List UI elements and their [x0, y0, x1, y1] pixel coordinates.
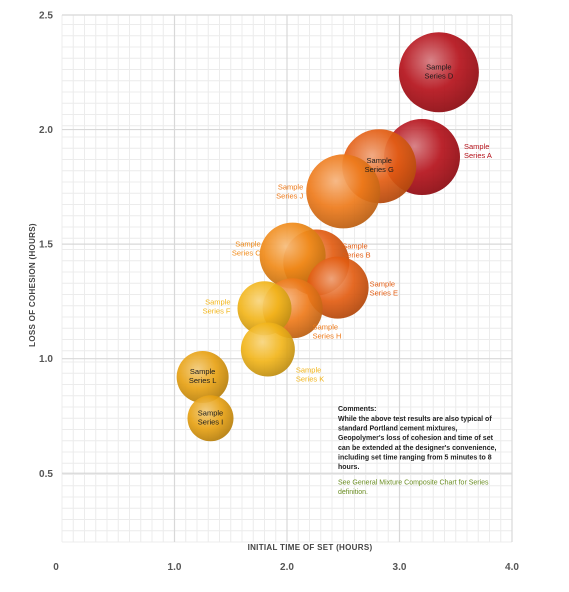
bubble-marker [306, 154, 381, 229]
bubble-marker [176, 351, 229, 404]
y-axis-title: LOSS OF COHESION (HOURS) [28, 223, 37, 347]
comment-link-line: definition. [338, 489, 368, 496]
bubble-label-layer: Sample Series D Sample Series A Sample Series… [189, 62, 492, 426]
bubble-marker [187, 395, 234, 442]
comments-block: Comments: While the above test results a… [338, 406, 496, 496]
x-tick-label: 4.0 [505, 562, 519, 573]
bubble-marker [398, 32, 479, 113]
axis-ticks: 0 1.0 2.0 3.0 4.0 0.5 1.0 1.5 2.0 2.5 [39, 11, 519, 574]
bubble-label: Sample Series E [370, 280, 398, 298]
bubble-layer [176, 32, 479, 442]
bubble-label: Sample Series B [342, 241, 370, 259]
bubble-label: Sample Series K [296, 366, 324, 384]
x-axis-title: INITIAL TIME OF SET (HOURS) [248, 543, 373, 552]
comment-line: hours. [338, 464, 359, 471]
x-tick-label: 0 [53, 562, 59, 573]
comment-line: Geopolymer's loss of cohesion and time o… [338, 435, 494, 442]
y-tick-label: 2.0 [39, 125, 53, 136]
y-tick-label: 0.5 [39, 469, 53, 480]
chart-grid [61, 14, 513, 543]
comment-line: While the above test results are also ty… [338, 416, 492, 423]
bubble-label: Sample Series F [203, 297, 231, 315]
y-tick-label: 1.0 [39, 354, 53, 365]
comment-link-line: See General Mixture Composite Chart for … [338, 480, 489, 487]
bubble-label: Sample Series A [464, 142, 492, 160]
y-tick-label: 2.5 [39, 11, 53, 22]
comments-title: Comments: [338, 406, 377, 413]
bubble-label: Sample Series D [424, 62, 453, 80]
bubble-label: Sample Series I [198, 408, 223, 426]
x-tick-label: 2.0 [280, 562, 294, 573]
bubble-label: Sample Series H [313, 322, 342, 340]
y-tick-label: 1.5 [39, 240, 53, 251]
comment-line: including set time ranging from 5 minute… [338, 454, 492, 461]
x-tick-label: 1.0 [168, 562, 182, 573]
bubble-label: Sample Series L [189, 367, 217, 385]
bubble-marker [240, 322, 295, 377]
bubble-label: Sample Series C [232, 240, 261, 258]
bubble-label: Sample Series G [365, 156, 394, 174]
x-tick-label: 3.0 [393, 562, 407, 573]
comment-line: standard Portland cement mixtures, [338, 426, 457, 433]
bubble-marker [259, 222, 326, 289]
comment-line: can be extended at the designer's conven… [338, 445, 496, 452]
bubble-label: Sample Series J [276, 182, 303, 200]
bubble-marker [237, 281, 292, 336]
